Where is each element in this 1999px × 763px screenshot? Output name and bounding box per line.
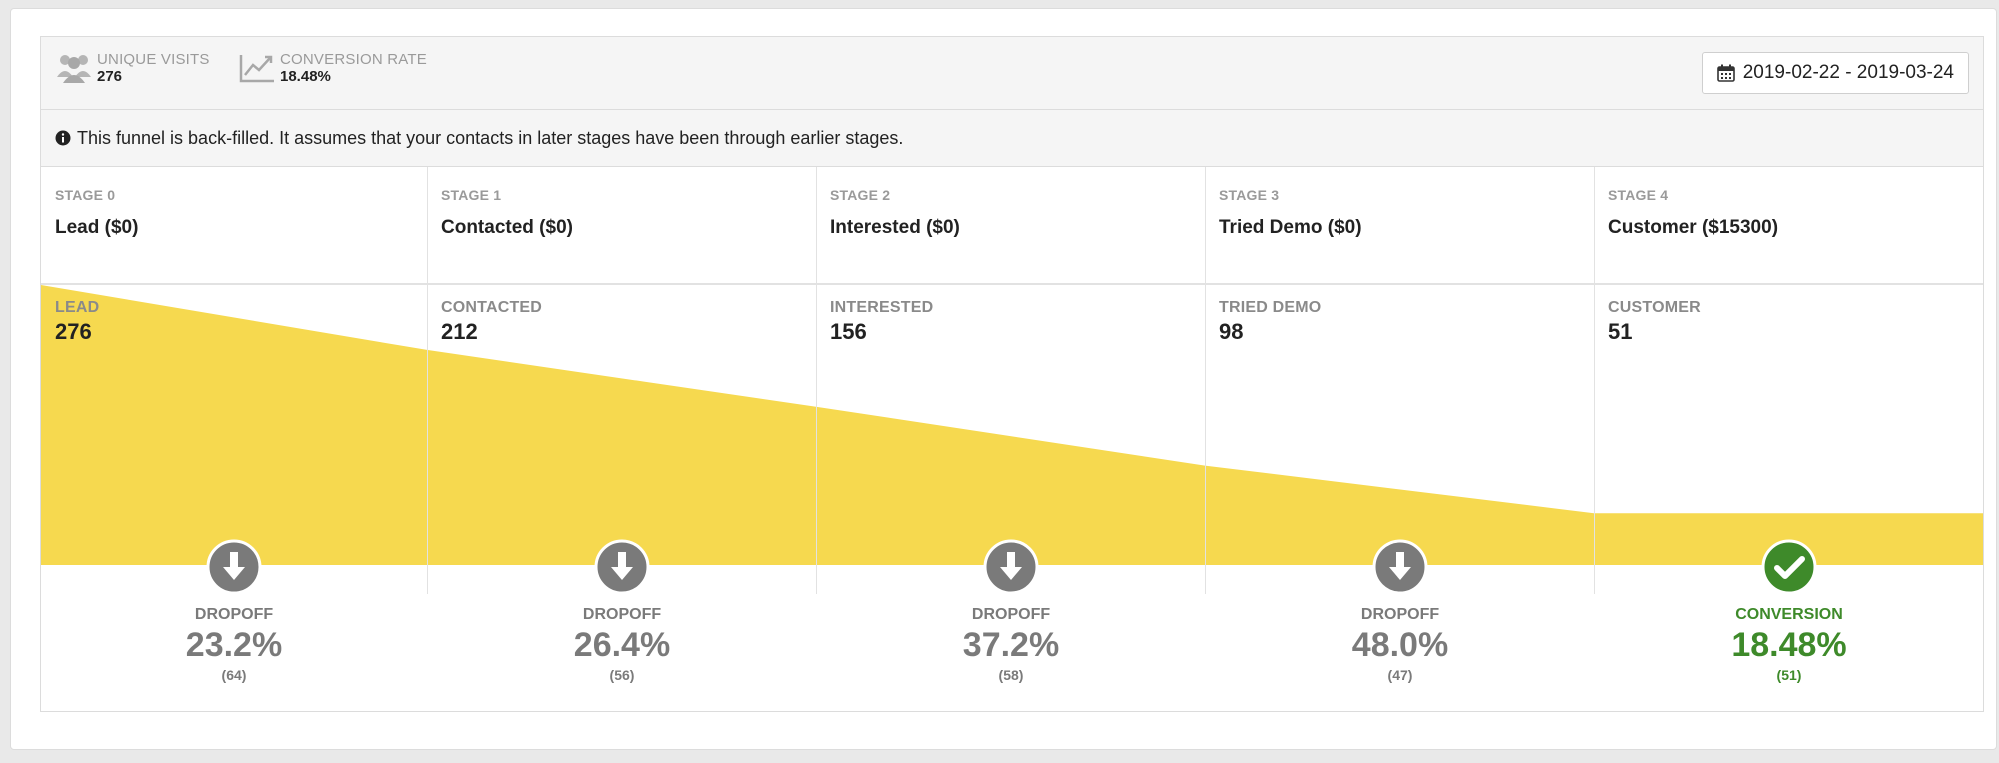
calendar-icon [1716, 64, 1735, 82]
stage-label: STAGE 4 [1608, 187, 1669, 203]
dropoff-stat-3: DROPOFF 48.0% (47) [1300, 539, 1500, 683]
funnel-report-card: UNIQUE VISITS 276 CONVERSION RATE 18.48% [10, 8, 1997, 750]
funnel-area-chart [41, 285, 1983, 565]
arrow-down-icon [1372, 539, 1428, 595]
conversion-rate-label: CONVERSION RATE [280, 51, 427, 68]
count-value: 51 [1608, 319, 1633, 344]
dropoff-label: DROPOFF [971, 606, 1051, 623]
unique-visits-label: UNIQUE VISITS [97, 51, 210, 68]
funnel-panel: UNIQUE VISITS 276 CONVERSION RATE 18.48% [40, 36, 1984, 712]
date-range-button[interactable]: 2019-02-22 - 2019-03-24 [1701, 52, 1969, 94]
column-divider [1205, 167, 1206, 594]
line-chart-icon [239, 55, 274, 83]
info-icon [55, 130, 71, 146]
stage-name: Interested ($0) [830, 217, 960, 238]
stage-header-row: STAGE 0 Lead ($0) STAGE 1 Contacted ($0)… [41, 167, 1983, 285]
column-divider [816, 167, 817, 594]
stage-count-4: CUSTOMER 51 [1608, 299, 1701, 345]
count-label: CONTACTED [441, 299, 543, 316]
users-icon [57, 55, 91, 83]
conversion-percent: 18.48% [1731, 626, 1847, 664]
conversion-label: CONVERSION [1735, 606, 1843, 623]
arrow-down-icon [983, 539, 1039, 595]
stage-header-0: STAGE 0 Lead ($0) [41, 167, 427, 285]
dropoff-count: (58) [998, 667, 1024, 683]
count-value: 276 [55, 319, 92, 344]
stage-label: STAGE 3 [1219, 187, 1280, 203]
stage-count-3: TRIED DEMO 98 [1219, 299, 1321, 345]
stage-header-4: STAGE 4 Customer ($15300) [1594, 167, 1983, 285]
unique-visits-value: 276 [97, 68, 123, 85]
column-divider [427, 167, 428, 594]
count-value: 212 [441, 319, 478, 344]
dropoff-label: DROPOFF [194, 606, 274, 623]
dropoff-label: DROPOFF [1360, 606, 1440, 623]
stage-label: STAGE 2 [830, 187, 891, 203]
count-label: LEAD [55, 299, 100, 316]
stage-count-1: CONTACTED 212 [441, 299, 542, 345]
funnel-area [41, 285, 1983, 565]
stage-count-0: LEAD 276 [55, 299, 99, 345]
unique-visits-stat: UNIQUE VISITS 276 [55, 51, 210, 85]
stage-name: Customer ($15300) [1608, 217, 1779, 238]
stage-label: STAGE 0 [55, 187, 116, 203]
stage-count-2: INTERESTED 156 [830, 299, 933, 345]
stats-header: UNIQUE VISITS 276 CONVERSION RATE 18.48% [41, 37, 1983, 110]
stage-header-2: STAGE 2 Interested ($0) [816, 167, 1205, 285]
count-label: CUSTOMER [1608, 299, 1701, 316]
date-range-label: 2019-02-22 - 2019-03-24 [1742, 62, 1954, 83]
dropoff-count: (47) [1387, 667, 1413, 683]
stage-name: Lead ($0) [55, 217, 139, 238]
dropoff-percent: 23.2% [185, 626, 283, 664]
check-icon [1761, 539, 1817, 595]
dropoff-stat-1: DROPOFF 26.4% (56) [522, 539, 722, 683]
stage-header-1: STAGE 1 Contacted ($0) [427, 167, 816, 285]
dropoff-percent: 48.0% [1351, 626, 1449, 664]
count-value: 156 [830, 319, 867, 344]
count-label: INTERESTED [830, 299, 934, 316]
column-divider [1594, 167, 1595, 594]
count-value: 98 [1219, 319, 1244, 344]
dropoff-count: (64) [221, 667, 247, 683]
arrow-down-icon [206, 539, 262, 595]
notice-text: This funnel is back-filled. It assumes t… [77, 127, 904, 148]
stage-header-3: STAGE 3 Tried Demo ($0) [1205, 167, 1594, 285]
dropoff-stat-2: DROPOFF 37.2% (58) [911, 539, 1111, 683]
conversion-rate-stat: CONVERSION RATE 18.48% [238, 51, 427, 85]
dropoff-count: (56) [609, 667, 635, 683]
stage-name: Tried Demo ($0) [1219, 217, 1362, 238]
dropoff-percent: 37.2% [962, 626, 1060, 664]
dropoff-label: DROPOFF [582, 606, 662, 623]
arrow-down-icon [594, 539, 650, 595]
count-label: TRIED DEMO [1219, 299, 1322, 316]
backfill-notice: This funnel is back-filled. It assumes t… [41, 110, 1983, 167]
conversion-count: (51) [1776, 667, 1802, 683]
conversion-stat: CONVERSION 18.48% (51) [1689, 539, 1889, 683]
conversion-rate-value: 18.48% [280, 68, 331, 85]
stage-label: STAGE 1 [441, 187, 502, 203]
dropoff-percent: 26.4% [573, 626, 671, 664]
dropoff-stat-0: DROPOFF 23.2% (64) [134, 539, 334, 683]
stage-name: Contacted ($0) [441, 217, 573, 238]
